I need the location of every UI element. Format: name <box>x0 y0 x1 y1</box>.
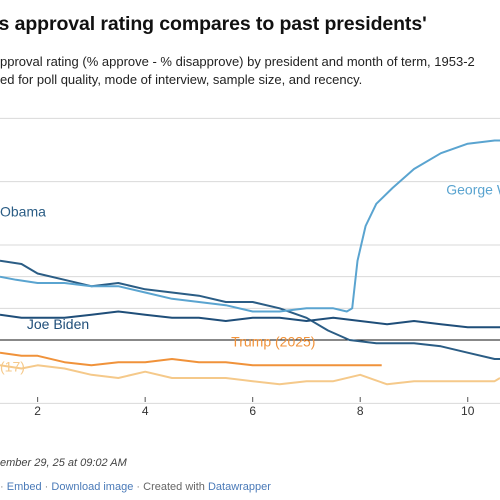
series-label: Trump (2025) <box>231 333 315 349</box>
download-image-link[interactable]: Download image <box>51 481 134 493</box>
series-line-trump-2025 <box>0 351 382 367</box>
chart-footer: · Embed · Download image · Created with … <box>0 481 271 493</box>
chart-subtitle: pproval rating (% approve - % disapprove… <box>0 53 500 89</box>
footer-bullet: · <box>136 481 141 493</box>
embed-link[interactable]: Embed <box>6 481 42 493</box>
footer-bullet: · <box>0 481 4 493</box>
datawrapper-link[interactable]: Datawrapper <box>207 481 271 493</box>
series-label: Obama <box>0 204 46 220</box>
subtitle-line-1: pproval rating (% approve - % disapprove… <box>0 54 475 69</box>
footer-bullet: · <box>44 481 49 493</box>
x-tick-label: 10 <box>461 404 475 418</box>
subtitle-line-2: ed for poll quality, mode of interview, … <box>0 72 363 87</box>
chart-title: 's approval rating compares to past pres… <box>0 13 427 35</box>
x-tick-label: 8 <box>357 404 364 418</box>
series-line-17 <box>0 364 500 386</box>
series-line-joe-biden <box>0 310 500 329</box>
series-label: George W. <box>446 181 500 197</box>
x-tick-label: 6 <box>249 404 256 418</box>
series-line-george-w <box>0 139 500 313</box>
x-tick-label: 2 <box>34 404 41 418</box>
series-line-obama <box>0 259 500 360</box>
series-label: (17) <box>0 359 25 375</box>
chart-notes: ember 29, 25 at 09:02 AM <box>0 457 127 469</box>
x-tick-label: 4 <box>142 404 149 418</box>
created-with-text: Created with <box>143 481 205 493</box>
series-label: Joe Biden <box>27 316 89 332</box>
